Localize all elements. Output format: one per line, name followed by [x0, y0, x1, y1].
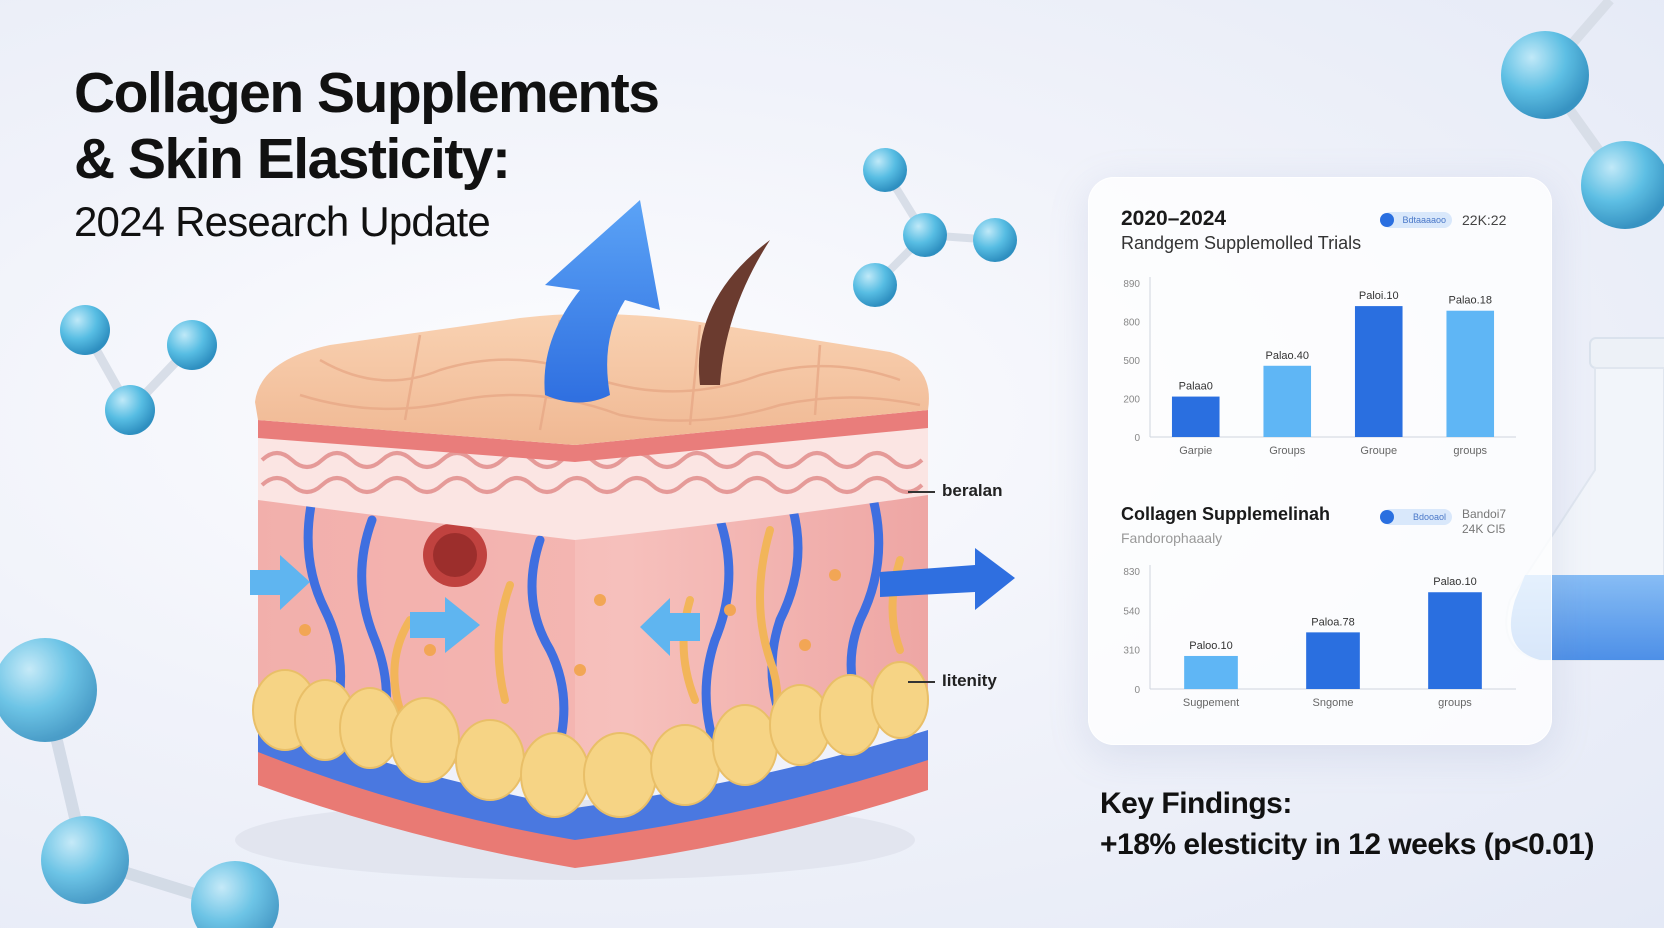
chart-bar [1306, 632, 1360, 689]
chart-bar [1171, 396, 1220, 437]
y-tick-label: 830 [1123, 567, 1140, 578]
bar-data-label: Palao.10 [1433, 576, 1476, 588]
page-subtitle: 2024 Research Update [74, 198, 491, 245]
molecule-center [853, 148, 1017, 307]
chart-2-subtitle: Fandorophaaaly [1121, 530, 1223, 546]
bar-data-label: Palao.40 [1266, 350, 1309, 362]
chart-1-legend-label: Bdtaaaaoo [1402, 215, 1446, 225]
chart-bar [1263, 365, 1312, 437]
page-title-line-1: Collagen Supplements [74, 61, 660, 125]
molecule-bottom-left [0, 638, 279, 928]
y-tick-label: 200 [1123, 395, 1140, 406]
y-tick-label: 890 [1123, 279, 1140, 290]
title-block: Collagen Supplements & Skin Elasticity: … [74, 60, 660, 250]
chart-2-title: Collagen Supplemelinah [1121, 504, 1331, 524]
chart-2-legend-meta-2: 24K CI5 [1462, 522, 1506, 536]
bar-data-label: Paloi.10 [1359, 290, 1399, 302]
callout-label-lower: Iitenity [942, 671, 997, 690]
key-findings-label: Key Findings: [1100, 787, 1292, 820]
x-tick-label: Groupe [1360, 445, 1397, 457]
bar-data-label: Palaa0 [1179, 381, 1213, 393]
chart-2-plot: 0 310 540 830 Paloo.10 Sugpement Paloa.78 Sngom… [1123, 565, 1516, 709]
y-tick-label: 0 [1134, 685, 1140, 696]
chart-1-plot: 0 200 500 800 890 Palaa0 Garpie Palao.40 Groups P… [1123, 277, 1516, 457]
y-tick-label: 540 [1123, 606, 1140, 617]
chart-bar [1428, 592, 1482, 689]
y-tick-label: 500 [1123, 356, 1140, 367]
x-tick-label: Sugpement [1183, 697, 1239, 709]
chart-panel: 2020–2024 Randgem Supplemolled Trials Bd… [1088, 177, 1552, 745]
molecule-left [60, 305, 217, 435]
key-findings: Key Findings: +18% elesticity in 12 week… [1100, 784, 1594, 866]
molecule-top-right [1501, 0, 1664, 229]
chart-bar [1446, 310, 1495, 437]
chart-2-legend-meta: Bandoi7 24K CI5 [1462, 507, 1506, 537]
chart-1-title: 2020–2024 [1121, 207, 1227, 230]
chart-1-legend: Bdtaaaaoo [1380, 212, 1452, 228]
y-tick-label: 310 [1123, 646, 1140, 657]
bar-data-label: Palao.18 [1449, 295, 1492, 307]
x-tick-label: Sngome [1313, 697, 1354, 709]
x-tick-label: Groups [1269, 445, 1306, 457]
chart-1-legend-meta: 22K:22 [1462, 212, 1507, 228]
y-tick-label: 0 [1134, 433, 1140, 444]
page-title-line-2: & Skin Elasticity: [74, 127, 511, 191]
legend-dot-icon [1380, 213, 1394, 227]
bar-data-label: Paloa.78 [1311, 616, 1354, 628]
chart-bar [1184, 655, 1238, 689]
key-findings-text: +18% elesticity in 12 weeks (p<0.01) [1100, 828, 1594, 861]
chart-2-legend-label: Bdooaol [1412, 512, 1446, 522]
chart-2-legend-meta-1: Bandoi7 [1462, 507, 1507, 521]
chart-1-subtitle: Randgem Supplemolled Trials [1121, 233, 1362, 253]
legend-dot-icon [1380, 510, 1394, 524]
x-tick-label: groups [1438, 697, 1472, 709]
y-tick-label: 800 [1123, 318, 1140, 329]
x-tick-label: Garpie [1179, 445, 1212, 457]
bar-data-label: Paloo.10 [1189, 640, 1232, 652]
x-tick-label: groups [1453, 445, 1487, 457]
chart-2-legend: Bdooaol [1380, 509, 1452, 525]
callout-label-upper: beralan [942, 481, 1003, 500]
chart-bar [1354, 306, 1403, 437]
